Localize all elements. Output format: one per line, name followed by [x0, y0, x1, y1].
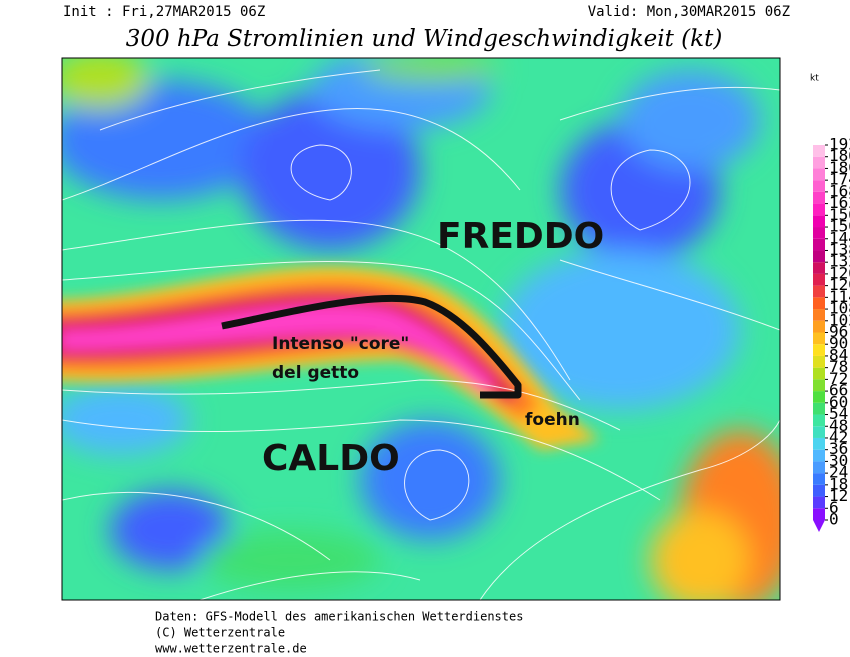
colorbar-bin [813, 473, 825, 485]
colorbar-tick-label: 96 [829, 322, 848, 341]
colorbar-bin [813, 156, 825, 169]
colorbar-tick-label: 174 [829, 170, 850, 189]
colorbar-bin [813, 320, 825, 333]
colorbar-bin [813, 496, 825, 509]
colorbar-tick-label: 0 [829, 510, 839, 529]
colorbar-bin [813, 191, 825, 204]
colorbar-bin [813, 484, 825, 497]
cold-label: FREDDO [437, 216, 604, 257]
wind-field [62, 58, 780, 600]
jet-core-label: Intenso "core" [272, 334, 409, 354]
colorbar-tick-label: 42 [829, 427, 848, 446]
colorbar-bin [813, 437, 825, 450]
colorbar-bin [813, 309, 825, 321]
jet-arrow [221, 294, 522, 399]
colorbar-bin [813, 391, 825, 403]
colorbar-bin [813, 414, 825, 427]
colorbar-tick-label: 6 [829, 498, 839, 517]
colorbar-bin [813, 145, 825, 157]
colorbar-bin [813, 297, 825, 310]
map-title: 300 hPa Stromlinien und Windgeschwindigk… [126, 26, 723, 52]
foehn-label: foehn [525, 410, 580, 430]
colorbar-tick-label: 186 [829, 146, 850, 165]
colorbar-bin [813, 508, 825, 520]
colorbar-tick-label: 84 [829, 345, 848, 364]
colorbar-bin [813, 203, 825, 216]
colorbar-bin [813, 426, 825, 438]
colorbar-bin [813, 344, 825, 356]
colorbar-bin [813, 332, 825, 345]
colorbar-tick-label: 180 [829, 158, 850, 177]
colorbar-bin [813, 273, 825, 286]
colorbar-tick-label: 78 [829, 357, 848, 376]
colorbar-tick-label: 150 [829, 217, 850, 236]
colorbar-bin [813, 402, 825, 415]
streamlines [62, 69, 780, 600]
map-frame [61, 57, 781, 601]
footer-line: Daten: GFS-Modell des amerikanischen Wet… [155, 610, 523, 624]
colorbar-bin [813, 379, 825, 392]
colorbar-tick-label: 156 [829, 205, 850, 224]
colorbar-tick-label: 114 [829, 287, 850, 306]
colorbar-tick-label: 36 [829, 439, 848, 458]
colorbar-tick-label: 30 [829, 451, 848, 470]
colorbar-tick-label: 168 [829, 181, 850, 200]
colorbar-unit: kt [810, 74, 819, 84]
colorbar-tick-label: 54 [829, 404, 848, 423]
colorbar-tick-label: 126 [829, 263, 850, 282]
colorbar: 0612182430364248546066727884909610210811… [813, 135, 850, 532]
colorbar-bin [813, 285, 825, 298]
colorbar-tick-label: 132 [829, 252, 850, 271]
colorbar-tick-label: 48 [829, 416, 848, 435]
colorbar-tick-label: 138 [829, 240, 850, 259]
colorbar-tick-label: 120 [829, 275, 850, 294]
colorbar-bin [813, 168, 825, 181]
colorbar-tick-label: 12 [829, 486, 848, 505]
colorbar-bin [813, 227, 825, 239]
colorbar-tick-label: 102 [829, 310, 850, 329]
jet-stream [62, 266, 600, 450]
colorbar-bin [813, 461, 825, 474]
colorbar-bin [813, 250, 825, 263]
colorbar-bin [813, 215, 825, 228]
colorbar-bin [813, 367, 825, 380]
footer-line: (C) Wetterzentrale [155, 626, 285, 640]
init-time: Init : Fri,27MAR2015 06Z [63, 4, 265, 20]
colorbar-tick-label: 60 [829, 392, 848, 411]
colorbar-bin [813, 180, 825, 192]
colorbar-bin [813, 238, 825, 251]
colorbar-tick-label: 72 [829, 369, 848, 388]
footer-line: www.wetterzentrale.de [155, 642, 307, 656]
colorbar-bin [813, 449, 825, 462]
colorbar-tick-label: 144 [829, 228, 850, 247]
colorbar-tick-label: 24 [829, 463, 848, 482]
colorbar-tick-label: 18 [829, 474, 848, 493]
colorbar-tick-label: 90 [829, 334, 848, 353]
jet-core-label: del getto [272, 363, 359, 383]
colorbar-bin [813, 355, 825, 368]
valid-time: Valid: Mon,30MAR2015 06Z [588, 4, 790, 20]
colorbar-tick-label: 162 [829, 193, 850, 212]
colorbar-bin [813, 262, 825, 274]
colorbar-arrow [813, 520, 825, 532]
colorbar-tick-label: 66 [829, 381, 848, 400]
colorbar-tick-label: 108 [829, 299, 850, 318]
colorbar-tick-label: 192 [829, 135, 850, 154]
warm-label: CALDO [262, 438, 400, 479]
